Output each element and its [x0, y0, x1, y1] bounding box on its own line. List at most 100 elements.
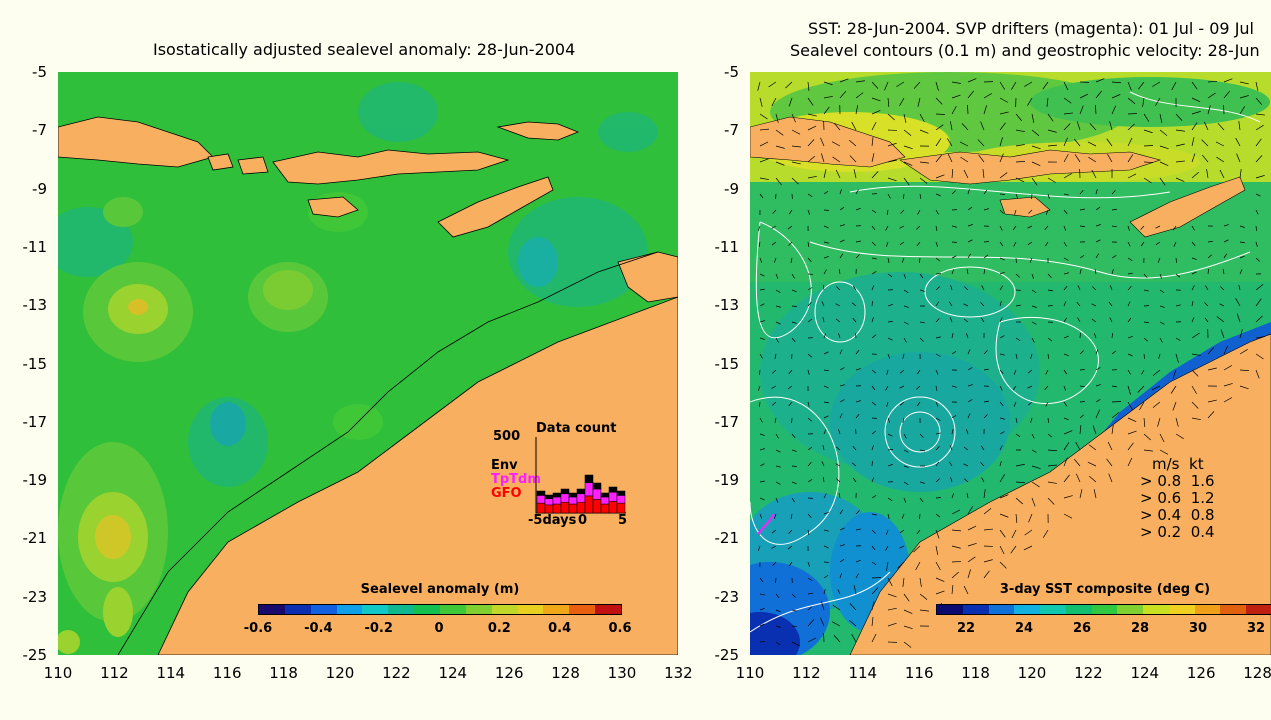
colorbar-tick-label: -0.6	[243, 621, 273, 636]
data-count-bar	[608, 501, 618, 514]
data-count-bar	[608, 491, 618, 502]
right-y-tick: -23	[714, 587, 740, 606]
data-count-bar	[536, 502, 546, 514]
sealevel-anomaly-map[interactable]	[58, 72, 678, 655]
timor-land	[1129, 176, 1246, 238]
data-count-bar	[568, 503, 578, 514]
right-y-tick: -25	[714, 646, 740, 664]
left-x-tick: 110	[43, 664, 73, 682]
right-y-tick: -17	[714, 412, 740, 431]
data-count-bar	[592, 482, 602, 490]
right-x-tick: 122	[1074, 664, 1103, 682]
data-count-bar	[536, 495, 546, 504]
colorbar-tick-label: -0.4	[304, 621, 333, 636]
right-x-tick: 110	[735, 664, 765, 682]
right-y-tick: -5	[724, 63, 739, 81]
colorbar-tick-label: -0.2	[364, 621, 393, 636]
right-y-tick: -7	[724, 121, 739, 140]
right-y-tick: -11	[714, 237, 740, 256]
velocity-key-row-3: > 0.4 0.8	[1140, 506, 1215, 524]
left-panel-title: Isostatically adjusted sealevel anomaly:…	[153, 40, 576, 59]
data-count-bar	[616, 490, 626, 496]
left-y-tick: -21	[22, 529, 48, 548]
australia-land	[157, 296, 678, 655]
data-count-bar	[584, 474, 594, 483]
days-label: -5days	[528, 513, 577, 528]
colorbar-tick-label: 0	[434, 621, 444, 636]
data-count-bars	[535, 437, 626, 514]
left-y-tick: -25	[22, 646, 48, 664]
left-x-tick: 114	[156, 664, 186, 682]
left-x-tick: 120	[325, 664, 355, 682]
data-count-bar	[584, 495, 594, 514]
left-x-tick: 124	[438, 664, 468, 682]
left-x-tick: 118	[269, 664, 298, 682]
days-zero-label: 0	[578, 513, 588, 528]
data-count-bar	[600, 496, 610, 505]
data-count-bar	[616, 495, 626, 504]
left-y-tick: -17	[22, 412, 48, 431]
timor-land	[437, 176, 554, 238]
right-x-tick: 112	[792, 664, 821, 682]
data-count-bar	[544, 498, 554, 506]
colorbar-tick-label: 32	[1246, 621, 1266, 636]
data-count-bar	[608, 486, 618, 493]
sst-map[interactable]	[750, 72, 1271, 655]
right-x-tick: 128	[1243, 664, 1271, 682]
right-y-tick: -19	[714, 471, 740, 490]
left-y-tick: -23	[22, 587, 48, 606]
right-x-tick: 120	[1017, 664, 1047, 682]
sumba-land	[999, 196, 1051, 218]
sumbawa-flores-land	[272, 149, 510, 185]
sla-colorbar	[258, 604, 622, 615]
left-x-tick: 112	[100, 664, 129, 682]
right-y-tick: -15	[714, 354, 740, 373]
right-panel-title-line1: SST: 28-Jun-2004. SVP drifters (magenta)…	[808, 19, 1254, 38]
velocity-key-row-4: > 0.2 0.4	[1140, 523, 1215, 541]
left-x-tick: 116	[212, 664, 242, 682]
left-y-tick: -13	[22, 296, 48, 315]
sumbawa-flores-land	[899, 149, 1162, 185]
right-y-tick: -9	[724, 179, 739, 198]
right-x-tick: 118	[961, 664, 990, 682]
left-x-tick: 130	[607, 664, 637, 682]
svp-drifter-track	[757, 513, 775, 535]
colorbar-tick-label: 0.4	[548, 621, 572, 636]
data-count-bar	[600, 503, 610, 514]
data-count-bar	[536, 490, 546, 496]
left-y-tick: -19	[22, 471, 48, 490]
velocity-key-header: m/s kt	[1152, 455, 1204, 473]
sla-colorbar-title: Sealevel anomaly (m)	[360, 582, 520, 597]
colorbar-tick-label: 26	[1072, 621, 1092, 636]
java-land	[750, 116, 906, 168]
colorbar-tick-label: 24	[1014, 621, 1034, 636]
left-y-tick: -9	[32, 179, 47, 198]
right-x-tick: 124	[1130, 664, 1160, 682]
right-x-tick: 126	[1186, 664, 1216, 682]
data-count-bar	[544, 494, 554, 499]
data-count-bar	[560, 488, 570, 495]
data-count-bar	[560, 493, 570, 503]
left-x-tick: 126	[494, 664, 524, 682]
data-count-bar	[600, 492, 610, 498]
left-x-tick: 128	[551, 664, 580, 682]
data-count-bar	[568, 496, 578, 505]
legend-gfo: GFO	[491, 486, 522, 501]
legend-env: Env	[491, 458, 518, 473]
anomaly-contours	[58, 82, 658, 654]
data-count-bar	[584, 482, 594, 497]
right-x-tick: 116	[904, 664, 934, 682]
isobath-line	[117, 251, 659, 655]
data-count-bar	[576, 493, 586, 503]
land	[58, 116, 678, 655]
colorbar-tick-label: 0.2	[487, 621, 511, 636]
left-x-tick: 132	[664, 664, 693, 682]
right-x-tick: 114	[848, 664, 878, 682]
data-count-bar	[576, 501, 586, 514]
right-panel-title-line2: Sealevel contours (0.1 m) and geostrophi…	[790, 41, 1260, 60]
colorbar-tick-label: 0.6	[608, 621, 632, 636]
data-count-bar	[544, 504, 554, 514]
colorbar-tick-label: 30	[1188, 621, 1208, 636]
data-count-bar	[568, 492, 578, 498]
data-count-title: Data count	[536, 421, 617, 436]
